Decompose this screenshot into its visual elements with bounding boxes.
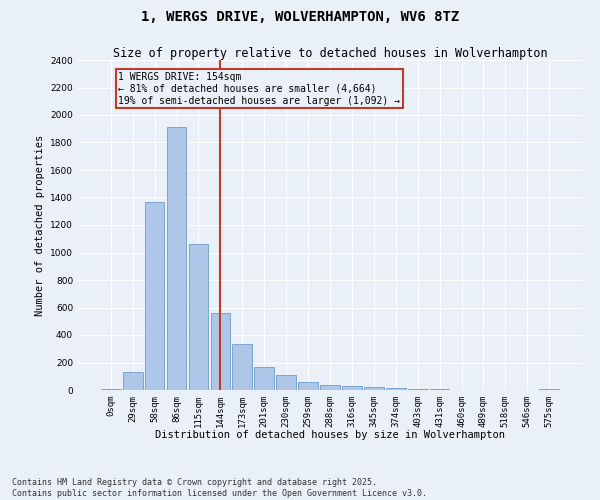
Title: Size of property relative to detached houses in Wolverhampton: Size of property relative to detached ho… xyxy=(113,47,547,60)
Bar xyxy=(320,385,340,390)
Bar xyxy=(123,372,143,390)
Bar xyxy=(342,386,362,390)
Bar xyxy=(211,313,230,390)
Bar xyxy=(408,389,428,390)
Text: 1 WERGS DRIVE: 154sqm
← 81% of detached houses are smaller (4,664)
19% of semi-d: 1 WERGS DRIVE: 154sqm ← 81% of detached … xyxy=(118,72,400,106)
Bar xyxy=(101,388,121,390)
Bar xyxy=(232,344,252,390)
Bar xyxy=(364,387,384,390)
Bar xyxy=(298,382,318,390)
Y-axis label: Number of detached properties: Number of detached properties xyxy=(35,134,44,316)
Bar xyxy=(386,388,406,390)
Bar xyxy=(254,368,274,390)
Bar xyxy=(188,244,208,390)
Bar xyxy=(167,128,187,390)
Bar xyxy=(276,375,296,390)
Text: Contains HM Land Registry data © Crown copyright and database right 2025.
Contai: Contains HM Land Registry data © Crown c… xyxy=(12,478,427,498)
Text: 1, WERGS DRIVE, WOLVERHAMPTON, WV6 8TZ: 1, WERGS DRIVE, WOLVERHAMPTON, WV6 8TZ xyxy=(141,10,459,24)
X-axis label: Distribution of detached houses by size in Wolverhampton: Distribution of detached houses by size … xyxy=(155,430,505,440)
Bar xyxy=(145,202,164,390)
Bar xyxy=(539,388,559,390)
